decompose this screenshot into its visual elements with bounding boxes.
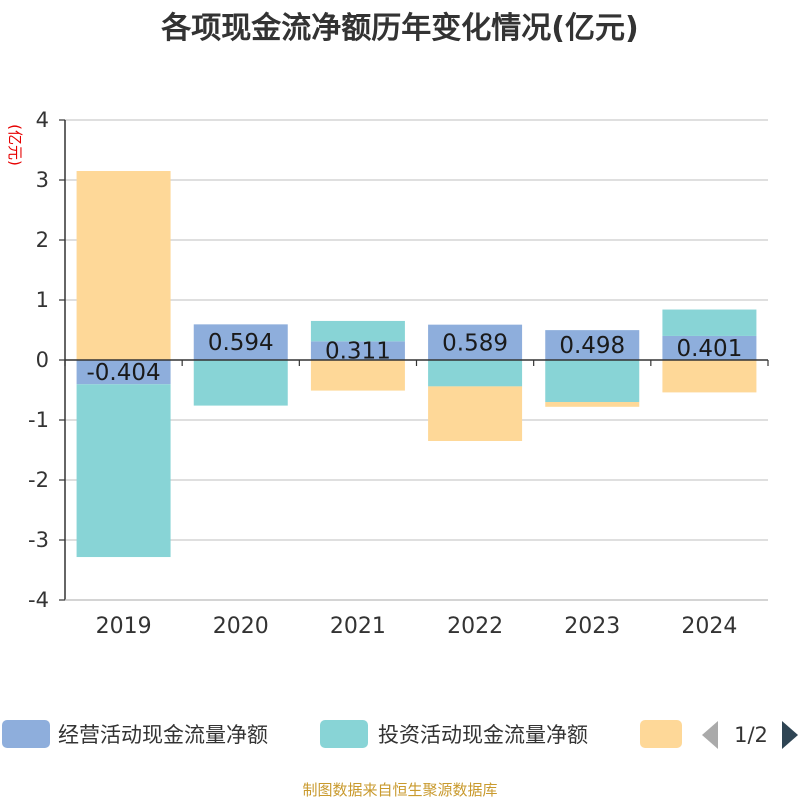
bar-operating-2023 <box>545 330 640 360</box>
bar-investing-2020 <box>193 360 288 406</box>
legend-swatch-operating <box>2 720 50 748</box>
y-tick-label: 1 <box>36 288 49 312</box>
axes <box>64 120 769 601</box>
data-label-2019: -0.404 <box>87 360 161 386</box>
bar-operating-2020 <box>193 324 288 360</box>
legend-next-page-icon[interactable] <box>782 721 798 749</box>
bar-third-2022 <box>428 386 523 441</box>
x-tick-label-2024: 2024 <box>681 614 737 639</box>
bar-investing-2021 <box>310 320 405 342</box>
data-labels: -0.404 0.594 0.311 0.589 0.498 0.401 <box>87 330 743 386</box>
data-label-2024: 0.401 <box>676 336 742 362</box>
bars <box>76 171 757 558</box>
bar-third-2024 <box>662 360 757 393</box>
legend-item-investing[interactable]: 投资活动现金流量净额 <box>320 720 588 748</box>
y-tick-label: -3 <box>28 528 49 552</box>
bar-investing-2024 <box>662 309 757 336</box>
bar-third-2019 <box>76 171 171 360</box>
y-tick-label: 0 <box>36 348 49 372</box>
legend-item-financing[interactable] <box>640 720 682 748</box>
bar-investing-2019 <box>76 384 171 558</box>
x-tick-label-2019: 2019 <box>96 614 152 639</box>
legend: 经营活动现金流量净额 投资活动现金流量净额 1/2 <box>2 720 798 749</box>
bar-investing-2022 <box>428 360 523 387</box>
legend-swatch-investing <box>320 720 368 748</box>
y-tick-label: -4 <box>28 588 49 612</box>
y-tick-label: 4 <box>36 108 49 132</box>
bar-operating-2024 <box>662 335 757 360</box>
y-tick-label: 2 <box>36 228 49 252</box>
x-tick-label-2021: 2021 <box>330 614 386 639</box>
chart-title: 各项现金流净额历年变化情况(亿元) <box>160 11 638 46</box>
bar-operating-2019 <box>76 360 171 385</box>
legend-page-indicator: 1/2 <box>734 723 768 747</box>
y-tick-label: -2 <box>28 468 49 492</box>
legend-prev-page-icon[interactable] <box>702 721 718 749</box>
x-tick-label-2022: 2022 <box>447 614 503 639</box>
gridlines <box>65 119 768 541</box>
data-label-2020: 0.594 <box>208 330 274 356</box>
bar-third-2021 <box>310 360 405 391</box>
legend-item-operating[interactable]: 经营活动现金流量净额 <box>2 720 268 748</box>
data-label-2022: 0.589 <box>442 330 508 356</box>
x-tick-label-2023: 2023 <box>564 614 620 639</box>
y-tick-label: 3 <box>36 168 49 192</box>
bar-investing-2023 <box>545 360 640 402</box>
bar-third-2023 <box>545 402 640 407</box>
legend-label-operating: 经营活动现金流量净额 <box>58 723 268 747</box>
legend-swatch-third <box>640 720 682 748</box>
y-axis-unit-label: (亿元) <box>6 124 24 166</box>
data-label-2021: 0.311 <box>325 339 391 365</box>
x-axis-ticks: 2019 2020 2021 2022 2023 2024 <box>96 614 738 639</box>
y-tick-label: -1 <box>28 408 49 432</box>
footer-source: 制图数据来自恒生聚源数据库 <box>302 781 497 799</box>
x-tick-label-2020: 2020 <box>213 614 269 639</box>
data-label-2023: 0.498 <box>559 333 625 359</box>
legend-label-investing: 投资活动现金流量净额 <box>378 723 588 747</box>
bar-operating-2022 <box>428 324 523 360</box>
y-axis-ticks: 4 3 2 1 0 -1 -2 -3 -4 <box>28 108 65 612</box>
bar-operating-2021 <box>310 341 405 360</box>
